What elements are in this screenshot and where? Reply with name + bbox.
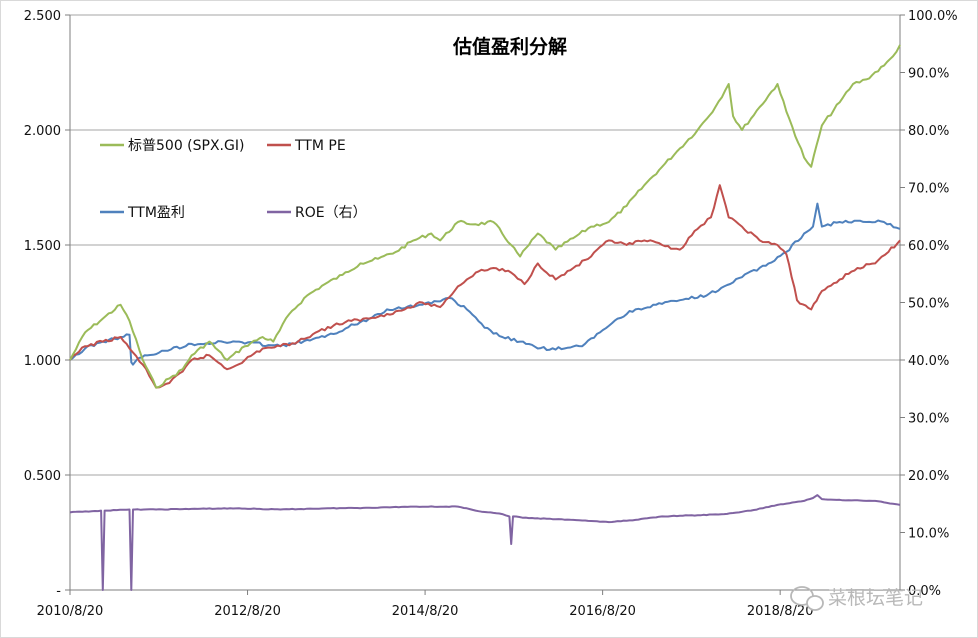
right-tick-label: 20.0%	[908, 469, 949, 484]
left-tick-label: 2.000	[24, 124, 61, 139]
chart-title: 估值盈利分解	[452, 35, 567, 58]
right-tick-label: 30.0%	[908, 412, 949, 427]
left-tick-label: 0.500	[24, 469, 61, 484]
right-tick-label: 100.0%	[908, 9, 958, 24]
wechat-icon	[790, 586, 824, 611]
gridlines	[70, 14, 900, 476]
x-tick-label: 2018/8/20	[747, 604, 814, 619]
series-line-1	[69, 184, 901, 389]
right-tick-label: 90.0%	[908, 67, 949, 82]
legend-label: TTM PE	[294, 138, 346, 154]
right-tick-label: 50.0%	[908, 297, 949, 312]
left-tick-label: -	[56, 584, 61, 599]
series-line-3	[69, 494, 901, 591]
watermark: 菜根坛笔记	[790, 586, 923, 611]
right-tick-label: 60.0%	[908, 239, 949, 254]
legend: 标普500 (SPX.GI) TTM PE TTM盈利 ROE（右）	[100, 138, 367, 221]
x-tick-label: 2012/8/20	[214, 604, 281, 619]
series-lines	[69, 44, 901, 591]
series-line-0	[69, 44, 901, 389]
right-tick-label: 0.0%	[908, 584, 941, 599]
x-tick-label: 2016/8/20	[569, 604, 636, 619]
x-tick-label: 2014/8/20	[392, 604, 459, 619]
legend-label: TTM盈利	[127, 205, 185, 221]
left-tick-label: 1.500	[24, 239, 61, 254]
legend-label: 标普500 (SPX.GI)	[128, 138, 244, 154]
wechat-icon-bubble-small	[806, 595, 824, 611]
left-tick-label: 1.000	[24, 354, 61, 369]
left-tick-label: 2.500	[24, 9, 61, 24]
axes: - 0.500 1.000 1.500 2.000 2.500 0.0% 10.0% 20.0%…	[24, 9, 958, 619]
legend-label: ROE（右）	[295, 205, 367, 221]
watermark-label: 菜根坛笔记	[828, 587, 923, 609]
series-line-2	[69, 202, 901, 366]
right-tick-label: 40.0%	[908, 354, 949, 369]
right-tick-label: 70.0%	[908, 182, 949, 197]
right-tick-label: 80.0%	[908, 124, 949, 139]
right-tick-label: 10.0%	[908, 527, 949, 542]
x-tick-label: 2010/8/20	[37, 604, 104, 619]
